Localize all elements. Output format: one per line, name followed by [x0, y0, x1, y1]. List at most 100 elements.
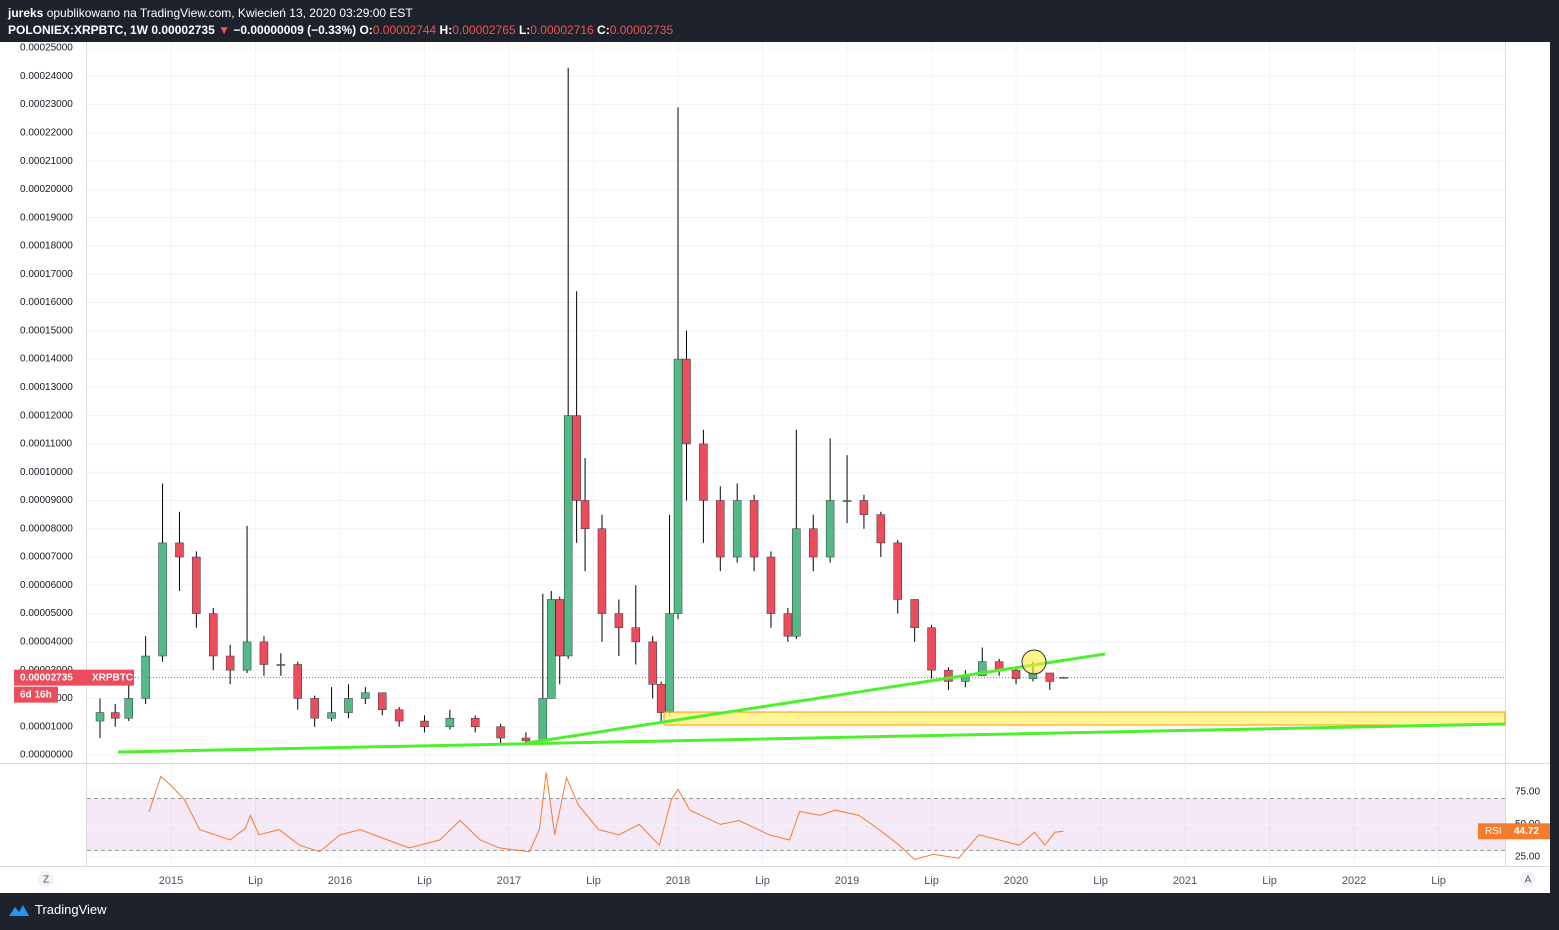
- x-tick-label: 2015: [159, 875, 183, 887]
- candle-body: [580, 500, 590, 529]
- candle-body: [192, 556, 201, 614]
- countdown-tag: [14, 686, 58, 703]
- candle-body: [682, 358, 691, 445]
- x-tick-label: 2022: [1342, 875, 1366, 887]
- y-tick-label: 0.00015000: [20, 325, 73, 336]
- auto-scale-icon[interactable]: A: [1525, 875, 1532, 886]
- candle-body: [175, 542, 184, 558]
- candle-body: [555, 599, 564, 657]
- x-tick-label: Lip: [924, 875, 939, 887]
- x-tick-label: Lip: [248, 875, 263, 887]
- y-tick-label: 0.00022000: [20, 127, 73, 138]
- candle-body: [327, 712, 336, 719]
- candle-body: [124, 698, 133, 719]
- logo-icon: [9, 904, 29, 916]
- y-tick-label: 0.00001000: [20, 721, 73, 732]
- chart-background: [0, 42, 1550, 893]
- candle-body: [158, 542, 167, 657]
- candle-body: [944, 669, 953, 682]
- chart: Z A 2015 Lip 2016 Lip 2017 Lip 2018 Lip 2019 Lip 2…: [0, 42, 1550, 893]
- x-tick-label: 2019: [835, 875, 859, 887]
- zoom-button-icon[interactable]: Z: [43, 875, 49, 886]
- y-tick-label: 0.00020000: [20, 184, 73, 195]
- candle-body: [716, 500, 725, 558]
- candle-body: [893, 542, 902, 600]
- candle-body: [673, 358, 683, 614]
- ohlc-value: 0.00002716: [530, 23, 594, 37]
- rsi-line: [148, 772, 1064, 861]
- candle-body: [344, 698, 353, 713]
- x-tick-label: Lip: [417, 875, 432, 887]
- y-tick-label: 0.00021000: [20, 156, 73, 167]
- ohlc-value: 0.00002765: [452, 23, 516, 37]
- candle-body: [378, 692, 387, 710]
- rsi-tick-label: 25.00: [1515, 852, 1540, 863]
- ohlc-key: L:: [518, 23, 531, 37]
- y-tick-label: 0.00005000: [20, 608, 73, 619]
- ohlc: O:0.00002744 H:0.00002765 L:0.00002716 C…: [359, 23, 673, 37]
- y-tick-label: 0.00014000: [20, 354, 73, 365]
- ohlc-key: O:: [359, 23, 373, 37]
- candle-body: [259, 641, 269, 665]
- candle-body: [445, 717, 455, 727]
- candle-body: [95, 712, 105, 722]
- ohlc-value: 0.00002735: [609, 23, 674, 37]
- candle-body: [1059, 677, 1068, 679]
- support-zone: [663, 711, 1506, 726]
- x-tick-label: Lip: [586, 875, 601, 887]
- y-tick-label: 0.00025000: [20, 43, 73, 54]
- y-tick-label: 0.00018000: [20, 241, 73, 252]
- y-tick-label: 0.00011000: [20, 439, 73, 450]
- y-tick-label: 0.00017000: [20, 269, 73, 280]
- x-tick-label: 2018: [666, 875, 690, 887]
- candle-body: [521, 737, 531, 742]
- candle-body: [572, 415, 581, 501]
- published: opublikowano na TradingView.com, Kwiecie…: [46, 6, 413, 20]
- candle-body: [927, 627, 936, 671]
- candle-body: [293, 664, 303, 699]
- x-tick-label: 2020: [1004, 875, 1028, 887]
- candle-body: [808, 528, 818, 558]
- symbol-line: POLONIEX:XRPBTC, 1W 0.00002735 ▼ −0.0000…: [8, 22, 673, 39]
- candle-body: [876, 514, 886, 544]
- x-tick-label: 2016: [328, 875, 352, 887]
- candle-body: [631, 627, 641, 643]
- candle-body: [910, 599, 919, 628]
- zoom-button[interactable]: [38, 871, 54, 887]
- y-tick-label: 0.00023000: [20, 99, 73, 110]
- trend-line: [117, 722, 1506, 754]
- y-tick-label: 0.00008000: [20, 523, 73, 534]
- ohlc-key: C:: [597, 23, 610, 37]
- rsi-tag-name: RSI: [1485, 826, 1502, 837]
- candle-body: [792, 528, 801, 637]
- header: jureks opublikowano na TradingView.com, …: [8, 5, 673, 39]
- candle-body: [361, 692, 370, 699]
- x-tick-label: Lip: [755, 875, 770, 887]
- candle-body: [656, 684, 666, 713]
- x-tick-label: Lip: [1431, 875, 1446, 887]
- ohlc-value: 0.00002744: [372, 23, 437, 37]
- candle-body: [614, 613, 624, 628]
- y-tick-label: 0.00009000: [20, 495, 73, 506]
- candle-body: [699, 443, 708, 501]
- change: −0.00000009 (−0.33%): [233, 23, 357, 37]
- price: 0.00002735: [151, 23, 215, 37]
- candle-body: [470, 717, 480, 727]
- price-tag-value: 0.00002735: [20, 672, 73, 683]
- candle-body: [563, 415, 573, 657]
- candle-body: [749, 500, 759, 558]
- candle-body: [141, 655, 150, 699]
- candle-body: [538, 698, 548, 742]
- symbol: POLONIEX:XRPBTC, 1W: [8, 23, 149, 37]
- arrow: ▼: [218, 23, 230, 37]
- highlight-circle: [1021, 649, 1047, 675]
- logo-text: TradingView: [35, 902, 107, 917]
- candle-body: [420, 720, 429, 727]
- candle-body: [783, 613, 793, 637]
- x-tick-label: Lip: [1262, 875, 1277, 887]
- price-tag: [14, 669, 134, 686]
- candle-body: [242, 641, 252, 671]
- auto-scale-button[interactable]: [1520, 871, 1536, 887]
- candle-body: [825, 500, 835, 558]
